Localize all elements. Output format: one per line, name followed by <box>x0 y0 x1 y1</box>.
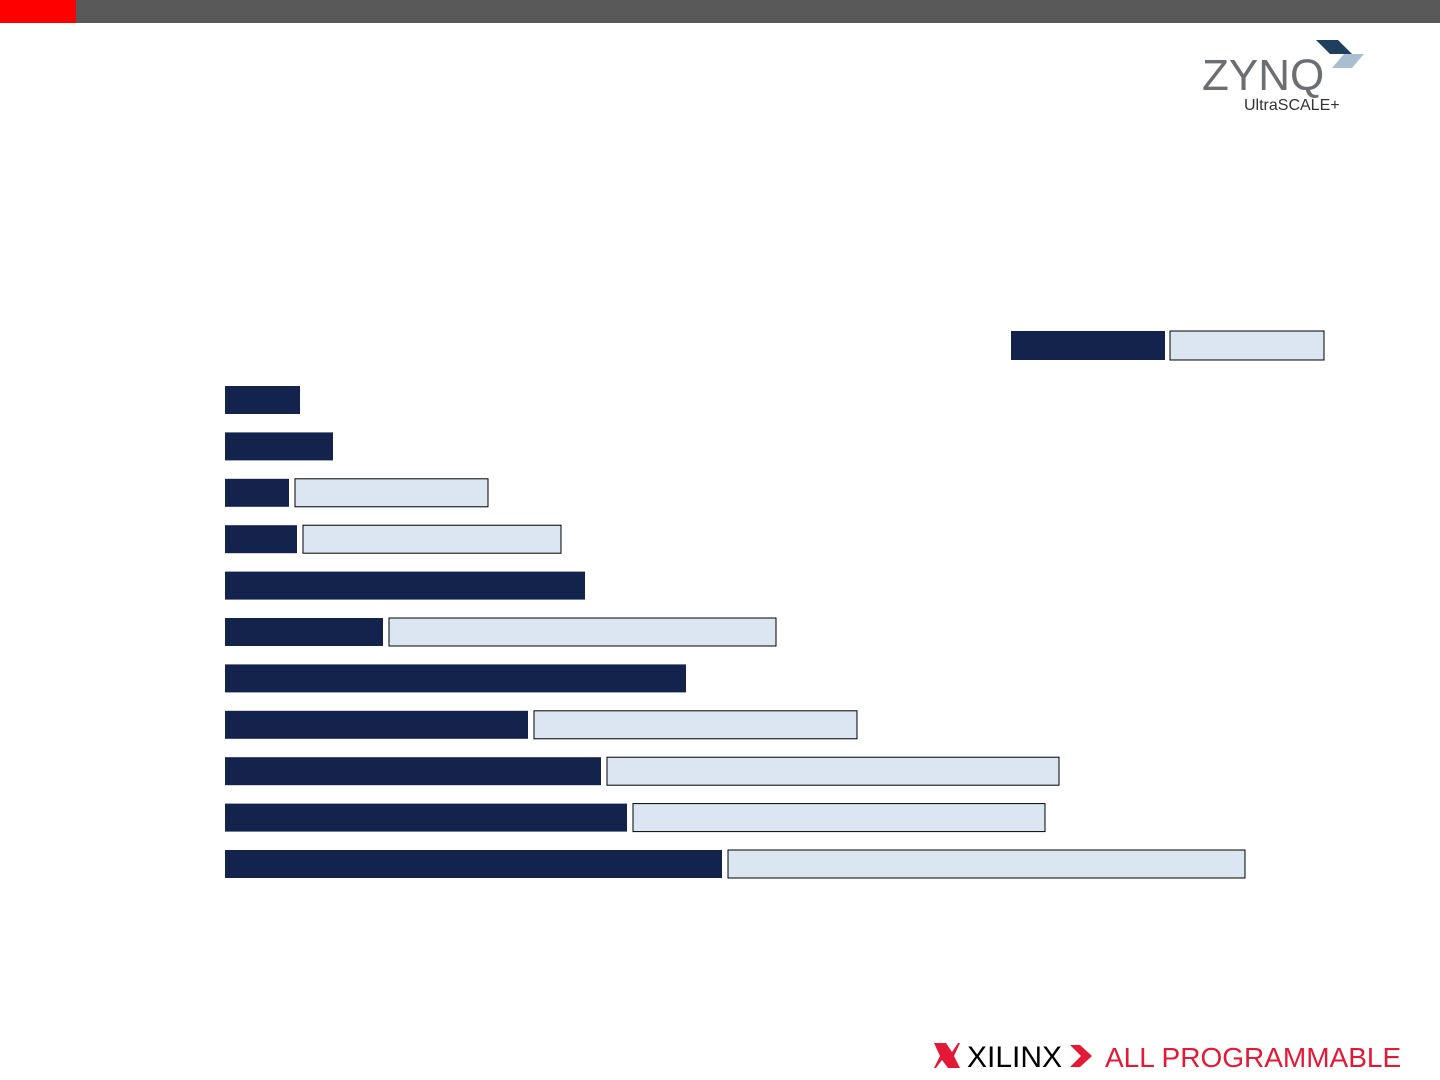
bar-segment <box>294 478 489 508</box>
zynq-logo: ZYNQ UltraSCALE+ <box>1202 40 1364 114</box>
legend-swatch <box>1169 330 1325 361</box>
logo-chevron <box>1332 54 1364 68</box>
bar-segment <box>632 803 1046 833</box>
bar-segment <box>225 803 627 832</box>
brand-arrow <box>1070 1045 1092 1067</box>
legend-swatch <box>1011 331 1165 360</box>
bar-segment <box>727 849 1246 879</box>
bar-segment <box>225 525 297 554</box>
bar-segment <box>388 617 777 647</box>
bar-segment <box>225 710 528 739</box>
bar-segment <box>225 618 383 646</box>
bar-segment <box>225 664 686 693</box>
bar-segment <box>533 710 858 740</box>
bar-segment <box>606 756 1060 786</box>
top-bar-accent <box>0 0 76 23</box>
brand: XILINX <box>967 1041 1062 1074</box>
bar-segment <box>225 757 601 786</box>
logo-subtext: UltraSCALE+ <box>1244 97 1340 114</box>
top-bar <box>0 0 1440 23</box>
bar-segment <box>225 386 300 414</box>
bar-segment <box>225 432 333 461</box>
bar-segment <box>225 571 585 600</box>
logo-chevron <box>1316 40 1352 54</box>
xilinx-logo: XILINX ALL PROGRAMMABLE <box>934 1041 1401 1074</box>
logo-text: ZYNQ <box>1202 51 1324 100</box>
bar-segment <box>225 850 722 878</box>
bar-segment <box>225 478 289 507</box>
bar-segment <box>302 524 562 554</box>
tagline: ALL PROGRAMMABLE <box>1105 1042 1401 1073</box>
xilinx-mark <box>934 1043 960 1068</box>
